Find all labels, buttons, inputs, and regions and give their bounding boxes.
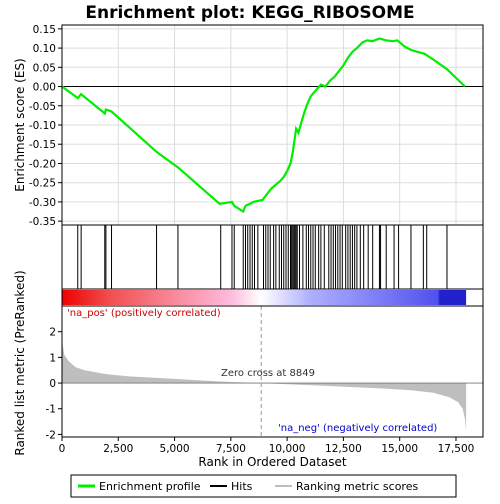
es-ytick-label: -0.35 bbox=[29, 216, 56, 228]
metric-ytick-label: -1 bbox=[46, 404, 56, 416]
enrichment-profile-line bbox=[61, 37, 466, 214]
legend-label-metric: Ranking metric scores bbox=[296, 480, 418, 493]
metric-ytick-label: -2 bbox=[46, 429, 56, 441]
hits-panel-frame bbox=[61, 224, 484, 290]
xtick-label: 12,500 bbox=[325, 443, 362, 455]
metric-ytick-label: 1 bbox=[49, 352, 56, 364]
es-ytick-label: -0.25 bbox=[29, 178, 56, 190]
metric-ytick-label: 0 bbox=[49, 378, 56, 390]
pos-correlated-label: 'na_pos' (positively correlated) bbox=[67, 308, 221, 319]
es-ytick-label: 0.10 bbox=[33, 43, 56, 55]
metric-axis-label: Ranked list metric (PreRanked) bbox=[13, 270, 27, 455]
metric-panel-bg bbox=[62, 306, 483, 437]
xtick-label: 7,500 bbox=[216, 443, 246, 455]
metric-ytick-label: 2 bbox=[49, 327, 56, 339]
ranking-metric-area bbox=[62, 340, 467, 431]
xtick-label: 15,000 bbox=[381, 443, 418, 455]
es-ytick-label: -0.10 bbox=[29, 120, 56, 132]
rank-color-bar bbox=[62, 290, 467, 305]
es-ytick-label: -0.20 bbox=[29, 158, 56, 170]
xtick-label: 17,500 bbox=[438, 443, 475, 455]
es-ytick-label: 0.00 bbox=[33, 82, 56, 94]
chart-title: Enrichment plot: KEGG_RIBOSOME bbox=[85, 3, 414, 23]
xtick-label: 5,000 bbox=[160, 443, 190, 455]
xtick-label: 0 bbox=[59, 443, 66, 455]
legend-label-hits: Hits bbox=[231, 480, 253, 493]
es-ytick-label: -0.05 bbox=[29, 101, 56, 113]
legend-box bbox=[70, 474, 457, 498]
metric-panel-frame bbox=[61, 305, 484, 438]
xtick-label: 10,000 bbox=[269, 443, 306, 455]
neg-correlated-label: 'na_neg' (negatively correlated) bbox=[278, 423, 437, 434]
es-ytick-label: -0.15 bbox=[29, 139, 56, 151]
es-ytick-label: 0.15 bbox=[33, 24, 56, 36]
zero-cross-label: Zero cross at 8849 bbox=[221, 368, 315, 379]
es-axis-label: Enrichment score (ES) bbox=[13, 58, 27, 191]
xtick-label: 2,500 bbox=[103, 443, 133, 455]
x-axis-label: Rank in Ordered Dataset bbox=[198, 455, 346, 469]
es-ytick-label: -0.30 bbox=[29, 197, 56, 209]
es-ytick-label: 0.05 bbox=[33, 62, 56, 74]
legend-label-enrichment: Enrichment profile bbox=[99, 480, 201, 493]
